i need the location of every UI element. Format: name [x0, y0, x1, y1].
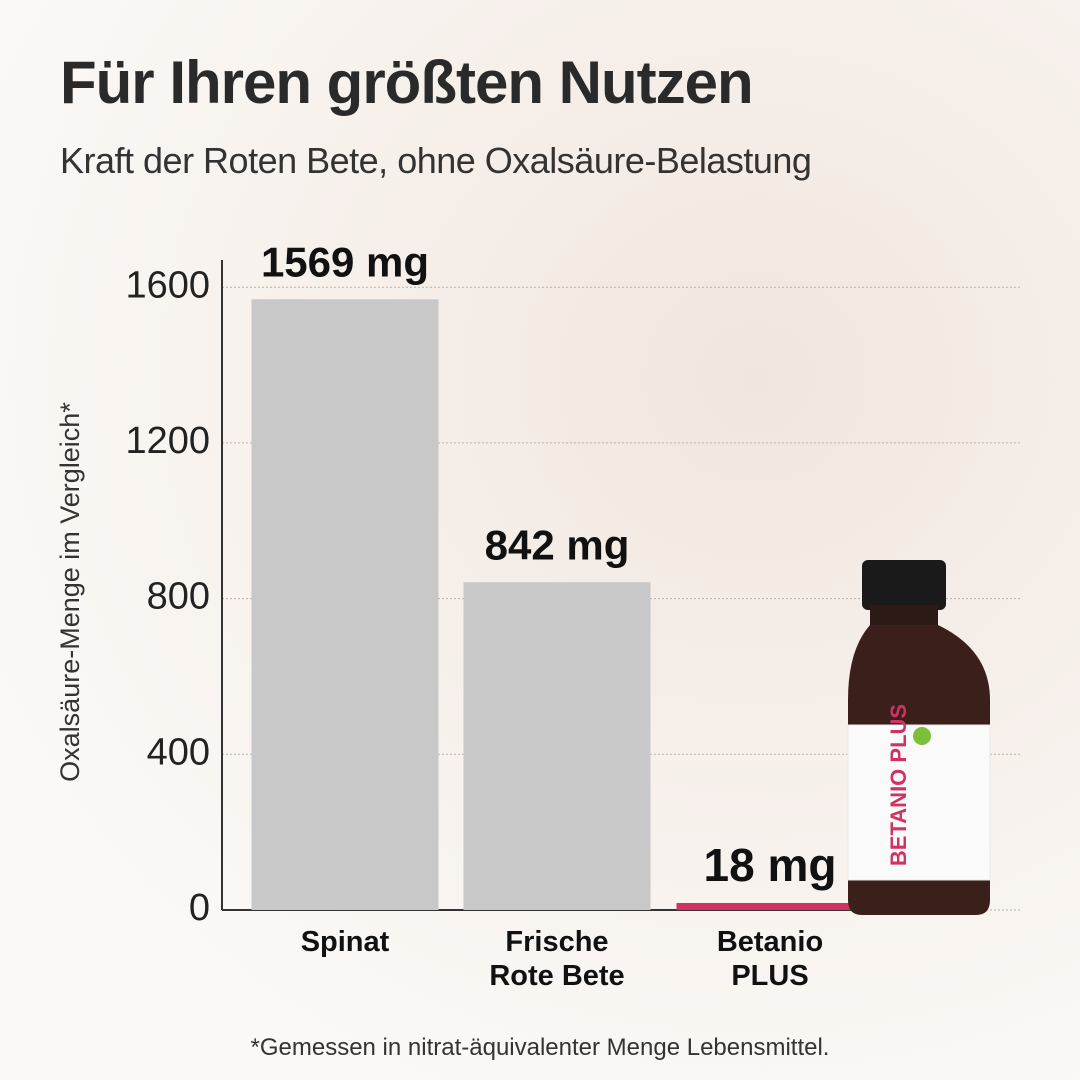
value-label: 18 mg: [704, 839, 837, 891]
x-tick-label: Spinat: [300, 926, 390, 958]
bar: [463, 582, 651, 910]
x-tick-label: Betanio PLUS: [716, 926, 824, 992]
chart-title: Für Ihren größten Nutzen: [60, 49, 754, 116]
bar: [676, 902, 864, 910]
value-label: 1569 mg: [261, 238, 429, 285]
y-axis-label: Oxalsäure-Menge im Vergleich*: [55, 402, 85, 782]
chart-subtitle: Kraft der Roten Bete, ohne Oxalsäure-Bel…: [60, 140, 812, 181]
bar: [251, 299, 439, 910]
y-tick-label: 400: [147, 731, 210, 773]
plot: 0 400 800 1200 1600 Oxalsäure-Menge im Vergle…: [55, 238, 1022, 929]
product-bottle: BETANIO PLUS: [847, 560, 991, 915]
x-tick-label: Frische Rote Bete: [489, 926, 625, 992]
footnote: *Gemessen in nitrat-äquivalenter Menge L…: [250, 1034, 830, 1061]
y-tick-label: 1200: [125, 420, 210, 462]
bottle-label: BETANIO PLUS: [886, 704, 911, 866]
y-tick-label: 0: [189, 887, 210, 929]
y-tick-label: 800: [147, 576, 210, 618]
value-label: 842 mg: [485, 521, 630, 568]
y-tick-label: 1600: [125, 264, 210, 306]
